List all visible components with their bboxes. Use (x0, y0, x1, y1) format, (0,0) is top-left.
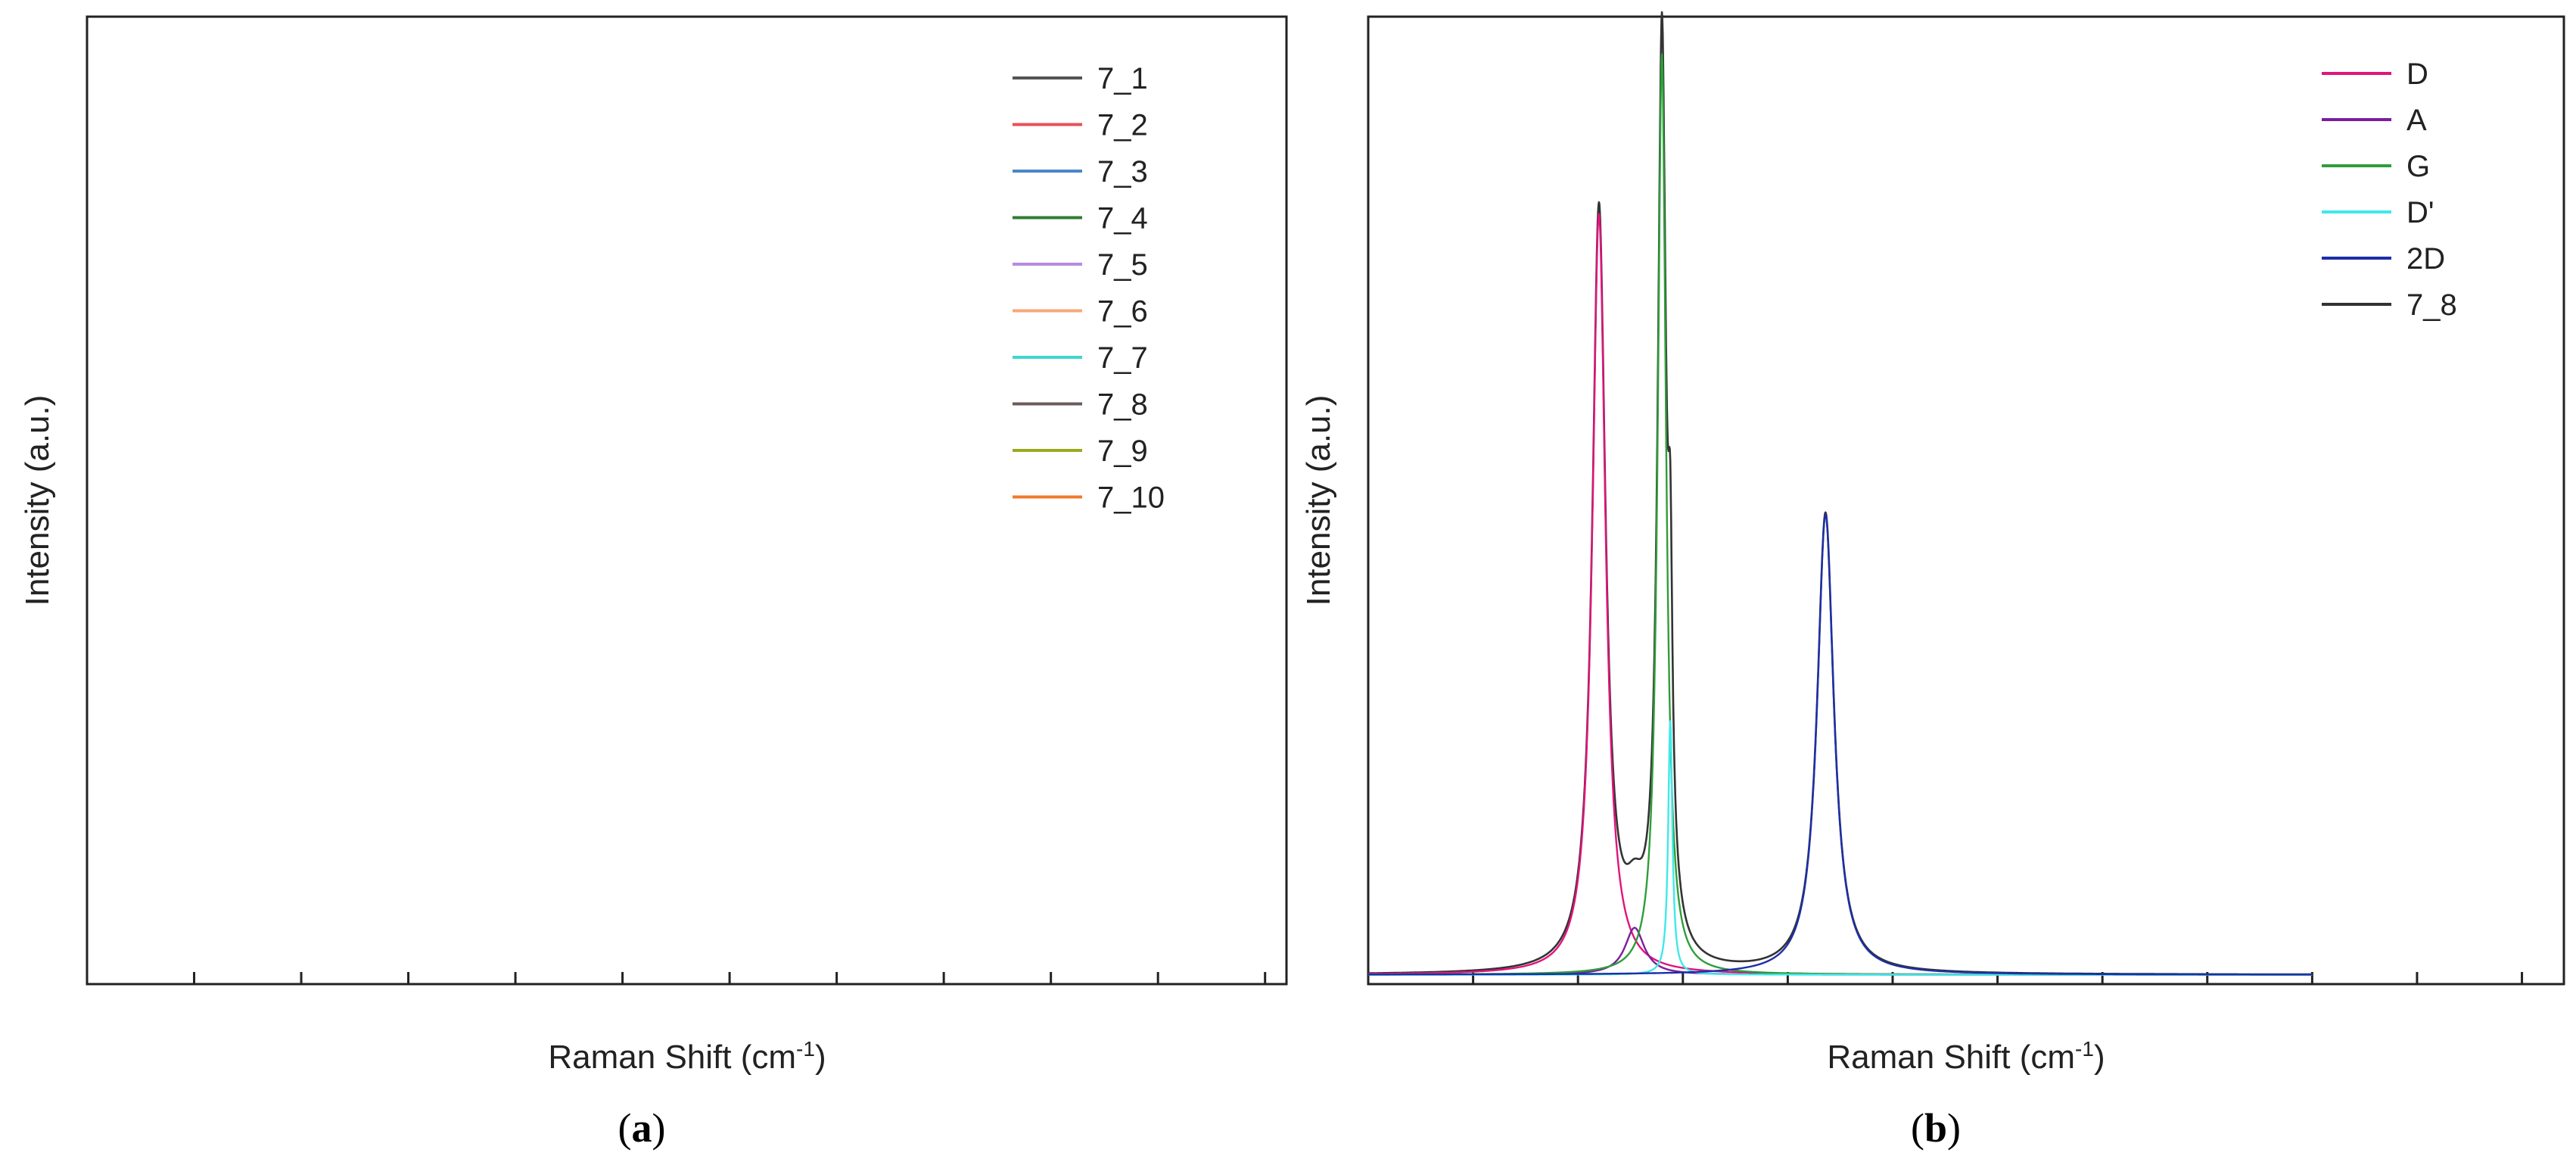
panel-b-y-axis-title: Intensity (a.u.) (1300, 395, 1337, 606)
panel-a-legend-label-7-1: 7_1 (1097, 62, 1148, 95)
panel-a-plot-frame (86, 15, 1288, 986)
panel-b-plot-frame (1367, 15, 2565, 986)
panel-a-chart: 7_1 7_2 7_3 7_4 7_5 7_6 7_7 7_8 7_9 7_10 Raman Sh… (19, 15, 1288, 1151)
panel-a-y-axis-title: Intensity (a.u.) (19, 395, 56, 606)
panel-b-legend-label-a: A (2406, 104, 2427, 137)
panel-b-legend-label-dprime: D' (2406, 196, 2434, 229)
panel-b-legend-label-7-8: 7_8 (2406, 288, 2457, 322)
panel-a-legend-label-7-6: 7_6 (1097, 295, 1148, 329)
panel-a-legend-label-7-5: 7_5 (1097, 248, 1148, 282)
panel-b-legend-label-d: D (2406, 58, 2428, 91)
panel-a-legend-label-7-10: 7_10 (1097, 481, 1165, 515)
panel-b-legend: DAG D' 2D 7_8 (2322, 58, 2457, 322)
panel-b-series-group (1367, 11, 2313, 976)
panel-a-legend-label-7-3: 7_3 (1097, 155, 1148, 188)
panel-a-legend-label-7-8: 7_8 (1097, 388, 1148, 422)
panel-a-legend-label-7-9: 7_9 (1097, 435, 1148, 468)
panel-b-legend-label-g: G (2406, 150, 2430, 183)
panel-b-chart: DAG D' 2D 7_8 Raman Shift (cm-1) Intensity … (1300, 11, 2565, 1151)
panel-a-legend: 7_1 7_2 7_3 7_4 7_5 7_6 7_7 7_8 7_9 7_10 (1013, 62, 1165, 515)
panel-b-legend-label-2d: 2D (2406, 242, 2445, 276)
panel-a-x-ticks (86, 972, 1267, 984)
panel-b-x-axis-title: Raman Shift (cm-1) (1827, 1037, 2105, 1076)
panel-b-series-d (1367, 213, 2313, 976)
panel-a-legend-label-7-4: 7_4 (1097, 202, 1148, 235)
panel-b-series-dprime (1367, 720, 2313, 976)
panel-b-series-2d (1367, 513, 2313, 976)
panel-a-legend-label-7-7: 7_7 (1097, 341, 1148, 375)
panel-a-x-axis-title: Raman Shift (cm-1) (548, 1037, 826, 1076)
panel-a-label: (a) (618, 1105, 666, 1151)
panel-b-label: (b) (1911, 1105, 1961, 1151)
panel-a-legend-label-7-2: 7_2 (1097, 109, 1148, 142)
